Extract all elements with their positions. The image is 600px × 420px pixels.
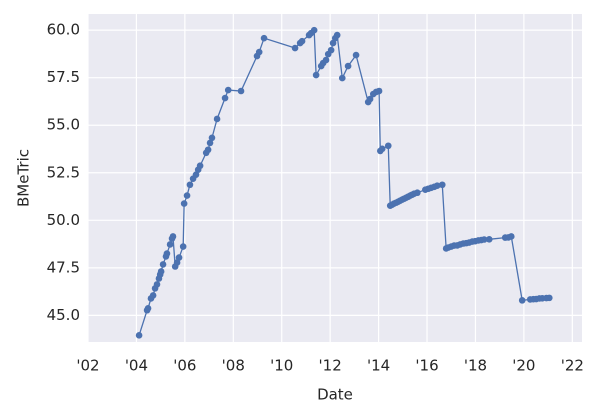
point [366,95,374,103]
point [192,171,200,178]
x-tick-label: '10 [270,357,293,375]
y-tick-label: 47.5 [47,258,80,276]
point [329,39,337,47]
point [224,86,232,94]
x-tick-label: '18 [464,357,487,375]
y-tick-label: 50.0 [47,211,80,229]
point [157,268,165,275]
y-tick-label: 52.5 [47,163,80,181]
point [312,71,320,79]
point [208,134,216,142]
x-tick-label: '08 [222,357,245,375]
point [153,281,161,288]
point [163,250,171,257]
x-tick-label: '20 [512,357,535,375]
point [237,87,245,95]
x-tick-label: '22 [561,357,584,375]
point [438,181,446,189]
point [260,34,268,42]
x-tick-label: '14 [367,357,390,375]
point [518,297,526,304]
point [255,48,263,56]
point [179,243,187,250]
point [291,44,299,52]
point [375,87,383,95]
point [206,139,214,147]
y-tick-label: 55.0 [47,116,80,134]
point [196,162,204,170]
point [173,259,181,266]
y-tick-label: 45.0 [47,306,80,324]
point [159,261,167,268]
x-tick-label: '04 [125,357,148,375]
x-axis-label: Date [317,386,353,404]
y-axis-label: BMeTric [15,149,33,207]
point [327,46,335,54]
point [322,56,330,64]
x-tick-label: '16 [415,357,438,375]
point [507,233,515,240]
x-tick-label: '06 [173,357,196,375]
point [186,181,194,189]
y-tick-label: 60.0 [47,21,80,39]
plot-area [88,14,582,342]
point [338,74,346,82]
point [149,292,157,299]
point [344,62,352,70]
point [485,236,493,243]
point [183,192,191,199]
point [433,182,441,190]
point [175,254,183,261]
x-tick-label: '12 [319,357,342,375]
grid [87,14,582,342]
point [378,145,386,153]
point [135,332,143,339]
point [166,241,174,248]
marks [135,26,553,339]
point [213,115,221,123]
point [352,51,360,59]
point [546,294,553,302]
point [414,189,421,197]
point [310,26,318,34]
point [333,31,341,39]
point [298,37,306,45]
point [480,236,488,243]
point [180,200,188,207]
point [204,146,212,154]
y-tick-label: 57.5 [47,68,80,86]
point [144,305,152,312]
point [221,94,229,102]
x-tick-label: '02 [76,357,99,375]
point [384,142,392,150]
point [169,233,177,240]
